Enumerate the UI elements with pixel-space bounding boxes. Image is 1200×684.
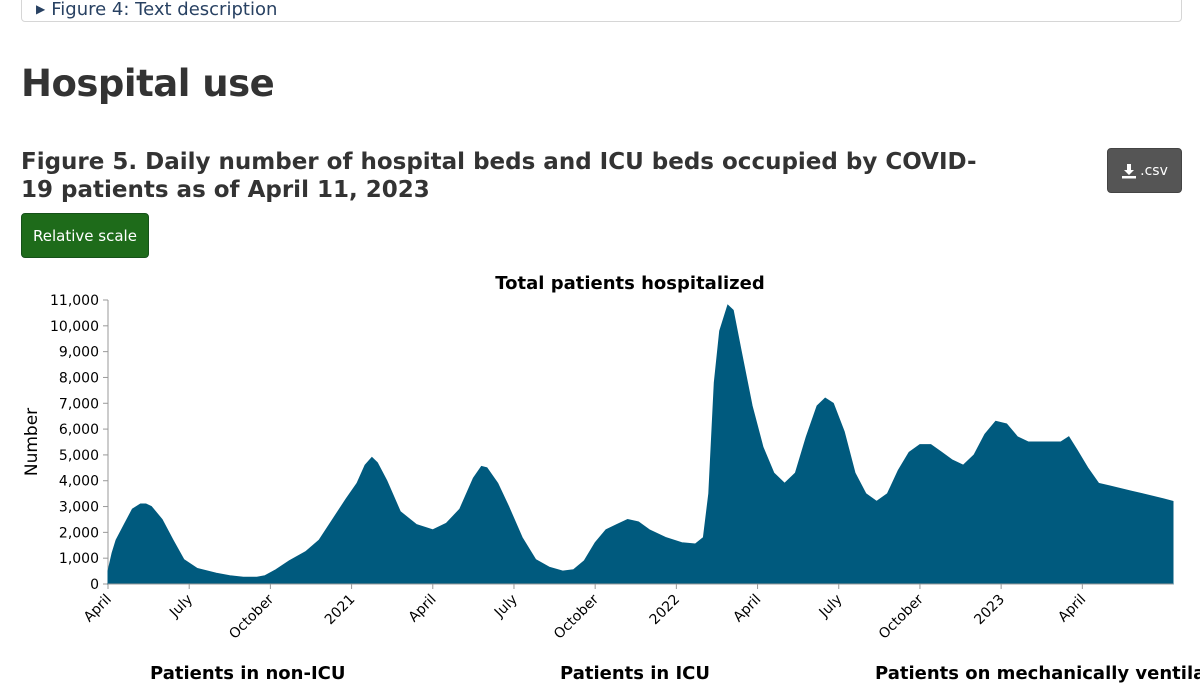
x-tick-label: April — [406, 592, 440, 626]
sub-chart-title-non-icu: Patients in non-ICU — [150, 663, 346, 684]
csv-label: .csv — [1140, 162, 1168, 179]
x-tick-label: July — [166, 592, 196, 622]
x-tick-label: July — [816, 592, 846, 622]
x-tick-label: 2022 — [647, 592, 684, 629]
y-tick-label: 5,000 — [59, 448, 99, 464]
y-tick-label: 6,000 — [59, 422, 99, 438]
y-tick-label: 8,000 — [59, 370, 99, 386]
expand-triangle-icon: ▶ — [36, 2, 46, 16]
chart-title: Total patients hospitalized — [495, 273, 764, 294]
y-tick-label: 3,000 — [59, 500, 99, 516]
text-description-details[interactable]: ▶ Figure 4: Text description — [21, 0, 1182, 22]
x-tick-label: July — [491, 592, 521, 622]
x-tick-label: 2023 — [971, 592, 1008, 629]
y-axis: 0 1,000 2,000 3,000 4,000 5,000 6,000 7,000 8,00… — [50, 293, 109, 593]
y-tick-label: 10,000 — [50, 319, 99, 335]
text-description-label: Figure 4: Text description — [51, 0, 278, 20]
x-tick-label: October — [226, 591, 277, 642]
x-tick-label: April — [81, 592, 115, 626]
x-tick-label: October — [551, 591, 602, 642]
download-csv-button[interactable]: .csv — [1107, 148, 1182, 193]
text-description-summary[interactable]: ▶ Figure 4: Text description — [36, 0, 277, 20]
y-tick-label: 2,000 — [59, 525, 99, 541]
y-tick-label: 9,000 — [59, 345, 99, 361]
y-tick-label: 11,000 — [50, 293, 99, 309]
y-tick-label: 4,000 — [59, 474, 99, 490]
x-tick-label: 2021 — [322, 592, 359, 629]
x-tick-label: April — [1055, 592, 1089, 626]
x-axis: April July October 2021 April July October 2022… — [81, 584, 1089, 642]
y-tick-label: 0 — [90, 577, 99, 593]
figure-title: Figure 5. Daily number of hospital beds … — [21, 149, 977, 203]
x-tick-label: April — [730, 592, 764, 626]
relative-scale-button[interactable]: Relative scale — [21, 213, 149, 258]
y-axis-label: Number — [22, 408, 42, 476]
x-tick-label: October — [876, 591, 927, 642]
hospitalized-chart: 0 1,000 2,000 3,000 4,000 5,000 6,000 7,000 8,00… — [22, 273, 1174, 642]
download-icon — [1122, 163, 1137, 178]
sub-chart-title-icu: Patients in ICU — [560, 663, 711, 684]
series-area-total-hospitalized — [107, 304, 1174, 585]
y-tick-label: 7,000 — [59, 396, 99, 412]
sub-chart-title-ventilated: Patients on mechanically ventilated — [875, 663, 1200, 684]
section-title: Hospital use — [21, 62, 275, 105]
y-tick-label: 1,000 — [59, 551, 99, 567]
